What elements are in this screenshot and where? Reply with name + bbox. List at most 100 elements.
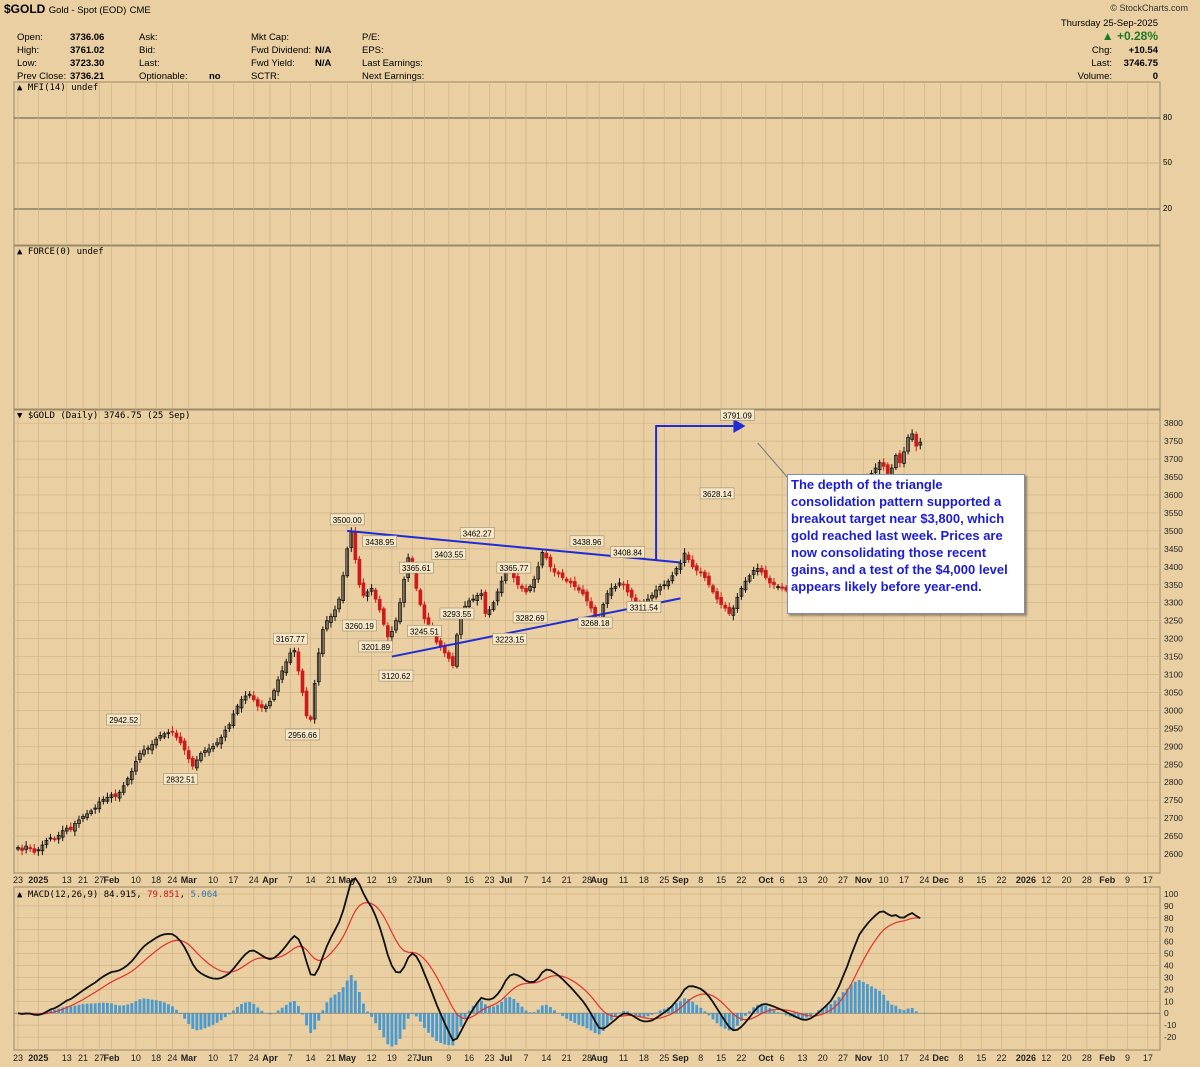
candle-body xyxy=(585,591,589,602)
x-tick-label: 8 xyxy=(958,875,963,885)
candle-body xyxy=(703,571,707,578)
x-tick-label: 28 xyxy=(1082,1053,1092,1063)
macd-histogram-bar xyxy=(902,1010,906,1014)
macd-histogram-bar xyxy=(288,1002,292,1014)
macd-histogram-bar xyxy=(378,1013,382,1031)
candle-body xyxy=(138,753,142,761)
candle-body xyxy=(60,830,65,838)
histogram-value: 5.064 xyxy=(190,890,218,900)
macd-histogram-bar xyxy=(536,1009,540,1014)
macd-histogram-bar xyxy=(642,1013,646,1017)
macd-y-tick: 60 xyxy=(1164,937,1174,947)
mfi-tick-50: 50 xyxy=(1163,158,1172,167)
optionable-label: Optionable: xyxy=(139,71,188,82)
y-tick-label: 3500 xyxy=(1164,526,1183,536)
x-tick-label: 21 xyxy=(562,1053,572,1063)
price-label-box xyxy=(492,633,528,645)
candle-body xyxy=(711,585,715,593)
macd-histogram-bar xyxy=(223,1013,227,1018)
macd-histogram-bar xyxy=(699,1007,703,1014)
candle-body xyxy=(418,589,423,605)
macd-y-tick: 80 xyxy=(1164,913,1174,923)
candle-body xyxy=(40,844,45,852)
price-label: 3408.84 xyxy=(613,549,642,558)
macd-histogram-bar xyxy=(329,997,333,1014)
macd-histogram-bar xyxy=(171,1006,174,1014)
x-tick-label: 9 xyxy=(1125,1053,1130,1063)
macd-histogram-bar xyxy=(370,1013,374,1017)
candle-body xyxy=(345,548,350,577)
candle-body xyxy=(426,617,431,625)
price-label: 3628.14 xyxy=(703,490,732,499)
macd-histogram-bar xyxy=(142,998,146,1014)
x-tick-label: Oct xyxy=(758,1053,773,1063)
open-value: 3736.06 xyxy=(70,32,105,43)
candle-body xyxy=(772,581,776,586)
candle-body xyxy=(333,609,337,618)
price-label: 3791.09 xyxy=(723,411,752,420)
macd-histogram-bar xyxy=(73,1005,77,1014)
mfi-panel-title: ▲ MFI(14) undef xyxy=(17,83,99,93)
candle-body xyxy=(44,840,49,846)
price-label: 3365.77 xyxy=(499,564,528,573)
pe-label: P/E: xyxy=(362,32,380,43)
macd-histogram-bar xyxy=(240,1004,243,1014)
price-label: 2956.66 xyxy=(288,731,317,740)
candle-body xyxy=(402,578,406,603)
x-tick-label: 25 xyxy=(659,1053,669,1063)
macd-histogram-bar xyxy=(715,1013,719,1024)
x-tick-label: Nov xyxy=(855,875,872,885)
brand-logo[interactable]: © StockCharts.com xyxy=(1110,3,1188,13)
prev-close-label: Prev Close: xyxy=(17,71,67,82)
candle-body xyxy=(296,651,301,672)
x-tick-label: 11 xyxy=(619,875,628,885)
candle-body xyxy=(780,586,784,589)
macd-histogram-bar xyxy=(402,1013,406,1030)
candle-body xyxy=(69,826,73,831)
macd-histogram-bar xyxy=(374,1013,378,1024)
y-tick-label: 3800 xyxy=(1164,418,1183,428)
candle-body xyxy=(264,705,268,710)
macd-y-tick: 10 xyxy=(1164,996,1174,1006)
x-tick-label: 13 xyxy=(797,1053,807,1063)
x-tick-label: 9 xyxy=(446,1053,451,1063)
candle-body xyxy=(235,705,240,714)
macd-histogram-bar xyxy=(475,1002,479,1014)
macd-histogram-bar xyxy=(89,1003,93,1014)
macd-histogram-bar xyxy=(589,1013,593,1031)
candle-body xyxy=(142,749,146,755)
candle-body xyxy=(898,453,902,464)
x-tick-label: Feb xyxy=(1099,1053,1116,1063)
candle-body xyxy=(337,598,341,610)
x-tick-label: 27 xyxy=(94,1053,104,1063)
x-tick-label: 20 xyxy=(1062,875,1072,885)
candle-body xyxy=(536,566,541,580)
x-tick-label: 12 xyxy=(367,875,377,885)
macd-histogram-bar xyxy=(861,982,865,1014)
macd-histogram-bar xyxy=(638,1013,642,1017)
macd-histogram-bar xyxy=(561,1013,565,1017)
candle-body xyxy=(158,735,163,739)
symbol-name: Gold - Spot (EOD) xyxy=(48,5,127,16)
price-label: 3223.15 xyxy=(495,635,524,644)
candle-body xyxy=(377,599,382,611)
macd-histogram-bar xyxy=(866,984,869,1014)
x-tick-label: Jul xyxy=(499,875,512,885)
candle-body xyxy=(471,598,476,601)
candle-body xyxy=(751,569,756,575)
candle-body xyxy=(211,745,215,750)
x-tick-label: 28 xyxy=(582,875,592,885)
candle-body xyxy=(617,582,622,586)
force-title: FORCE(0) undef xyxy=(27,247,104,257)
x-tick-label: 12 xyxy=(1041,875,1051,885)
x-tick-label: 20 xyxy=(818,1053,828,1063)
macd-histogram-bar xyxy=(524,1010,528,1014)
macd-histogram-bar xyxy=(268,1013,272,1015)
macd-histogram-bar xyxy=(597,1013,601,1035)
macd-y-tick: 40 xyxy=(1164,961,1174,971)
candle-body xyxy=(759,567,764,573)
price-label-box xyxy=(459,527,495,539)
macd-histogram-bar xyxy=(81,1004,85,1014)
macd-histogram-bar xyxy=(837,996,841,1014)
candle-body xyxy=(223,729,228,738)
